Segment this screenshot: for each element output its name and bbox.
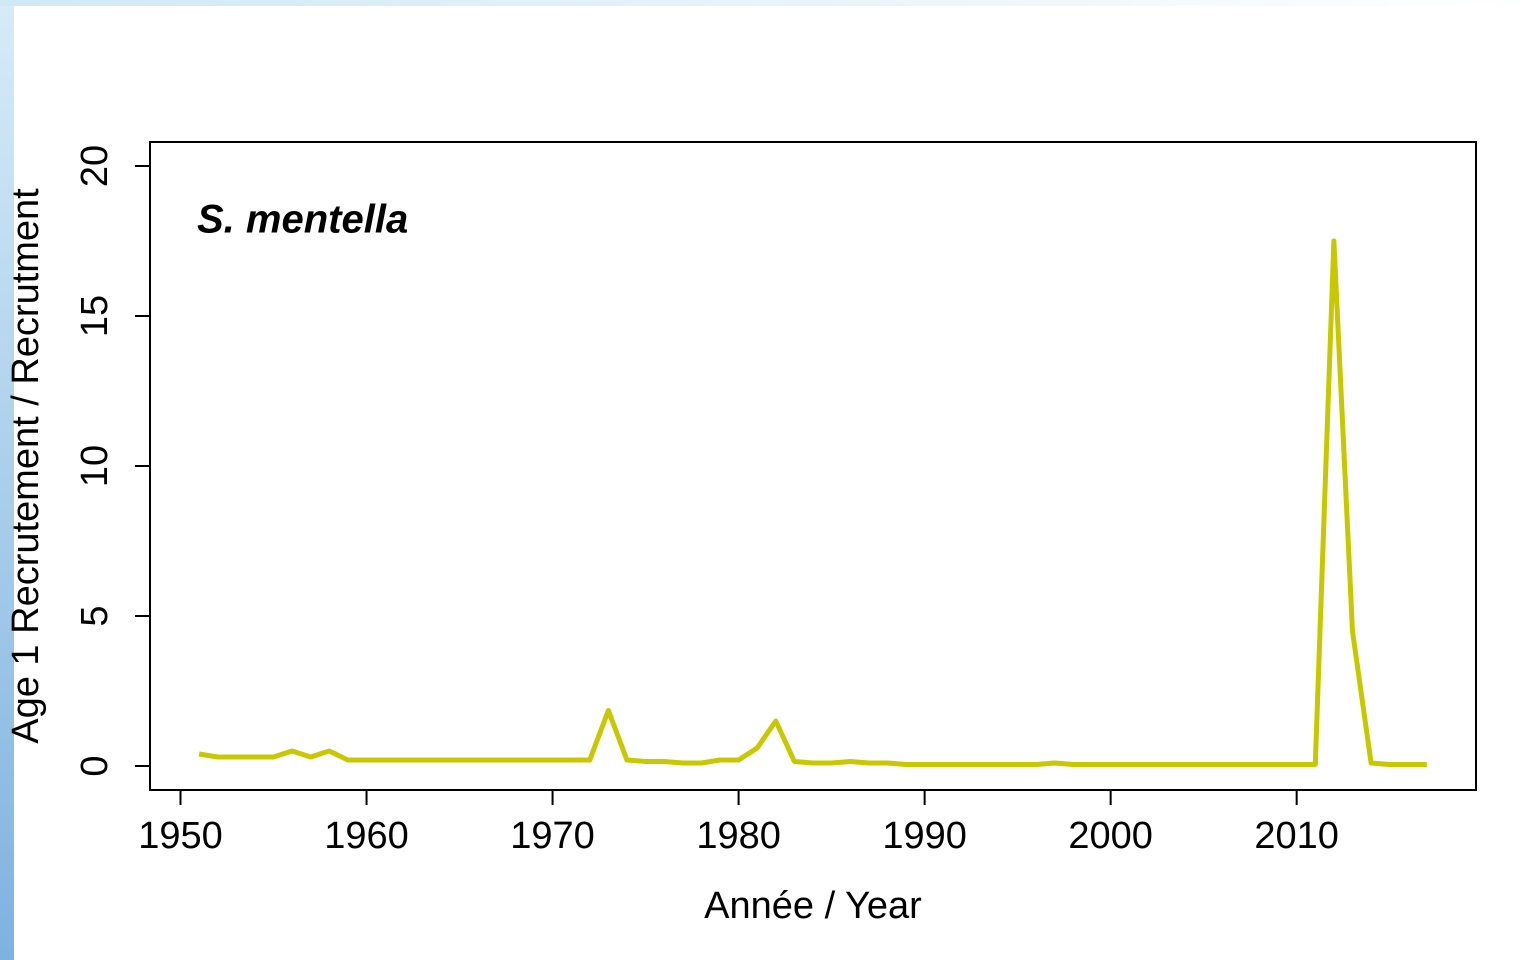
x-tick-label: 1970 xyxy=(510,815,595,857)
background-edge xyxy=(0,0,1529,6)
y-tick-label: 20 xyxy=(74,145,116,187)
x-tick-label: 1990 xyxy=(882,815,967,857)
x-axis-label: Année / Year xyxy=(704,885,922,927)
x-tick-label: 1960 xyxy=(324,815,409,857)
background-edge xyxy=(0,0,14,960)
y-tick-label: 15 xyxy=(74,295,116,337)
y-tick-label: 0 xyxy=(74,755,116,776)
x-tick-label: 2000 xyxy=(1068,815,1153,857)
x-tick-label: 1950 xyxy=(138,815,223,857)
annotation: S. mentella xyxy=(197,198,408,242)
y-tick-label: 5 xyxy=(74,605,116,626)
x-tick-label: 2010 xyxy=(1254,815,1339,857)
y-axis-label: Age 1 Recrutement / Recrutment xyxy=(5,188,47,744)
data-line xyxy=(198,238,1427,767)
x-tick-label: 1980 xyxy=(696,815,781,857)
y-tick-label: 10 xyxy=(74,445,116,487)
